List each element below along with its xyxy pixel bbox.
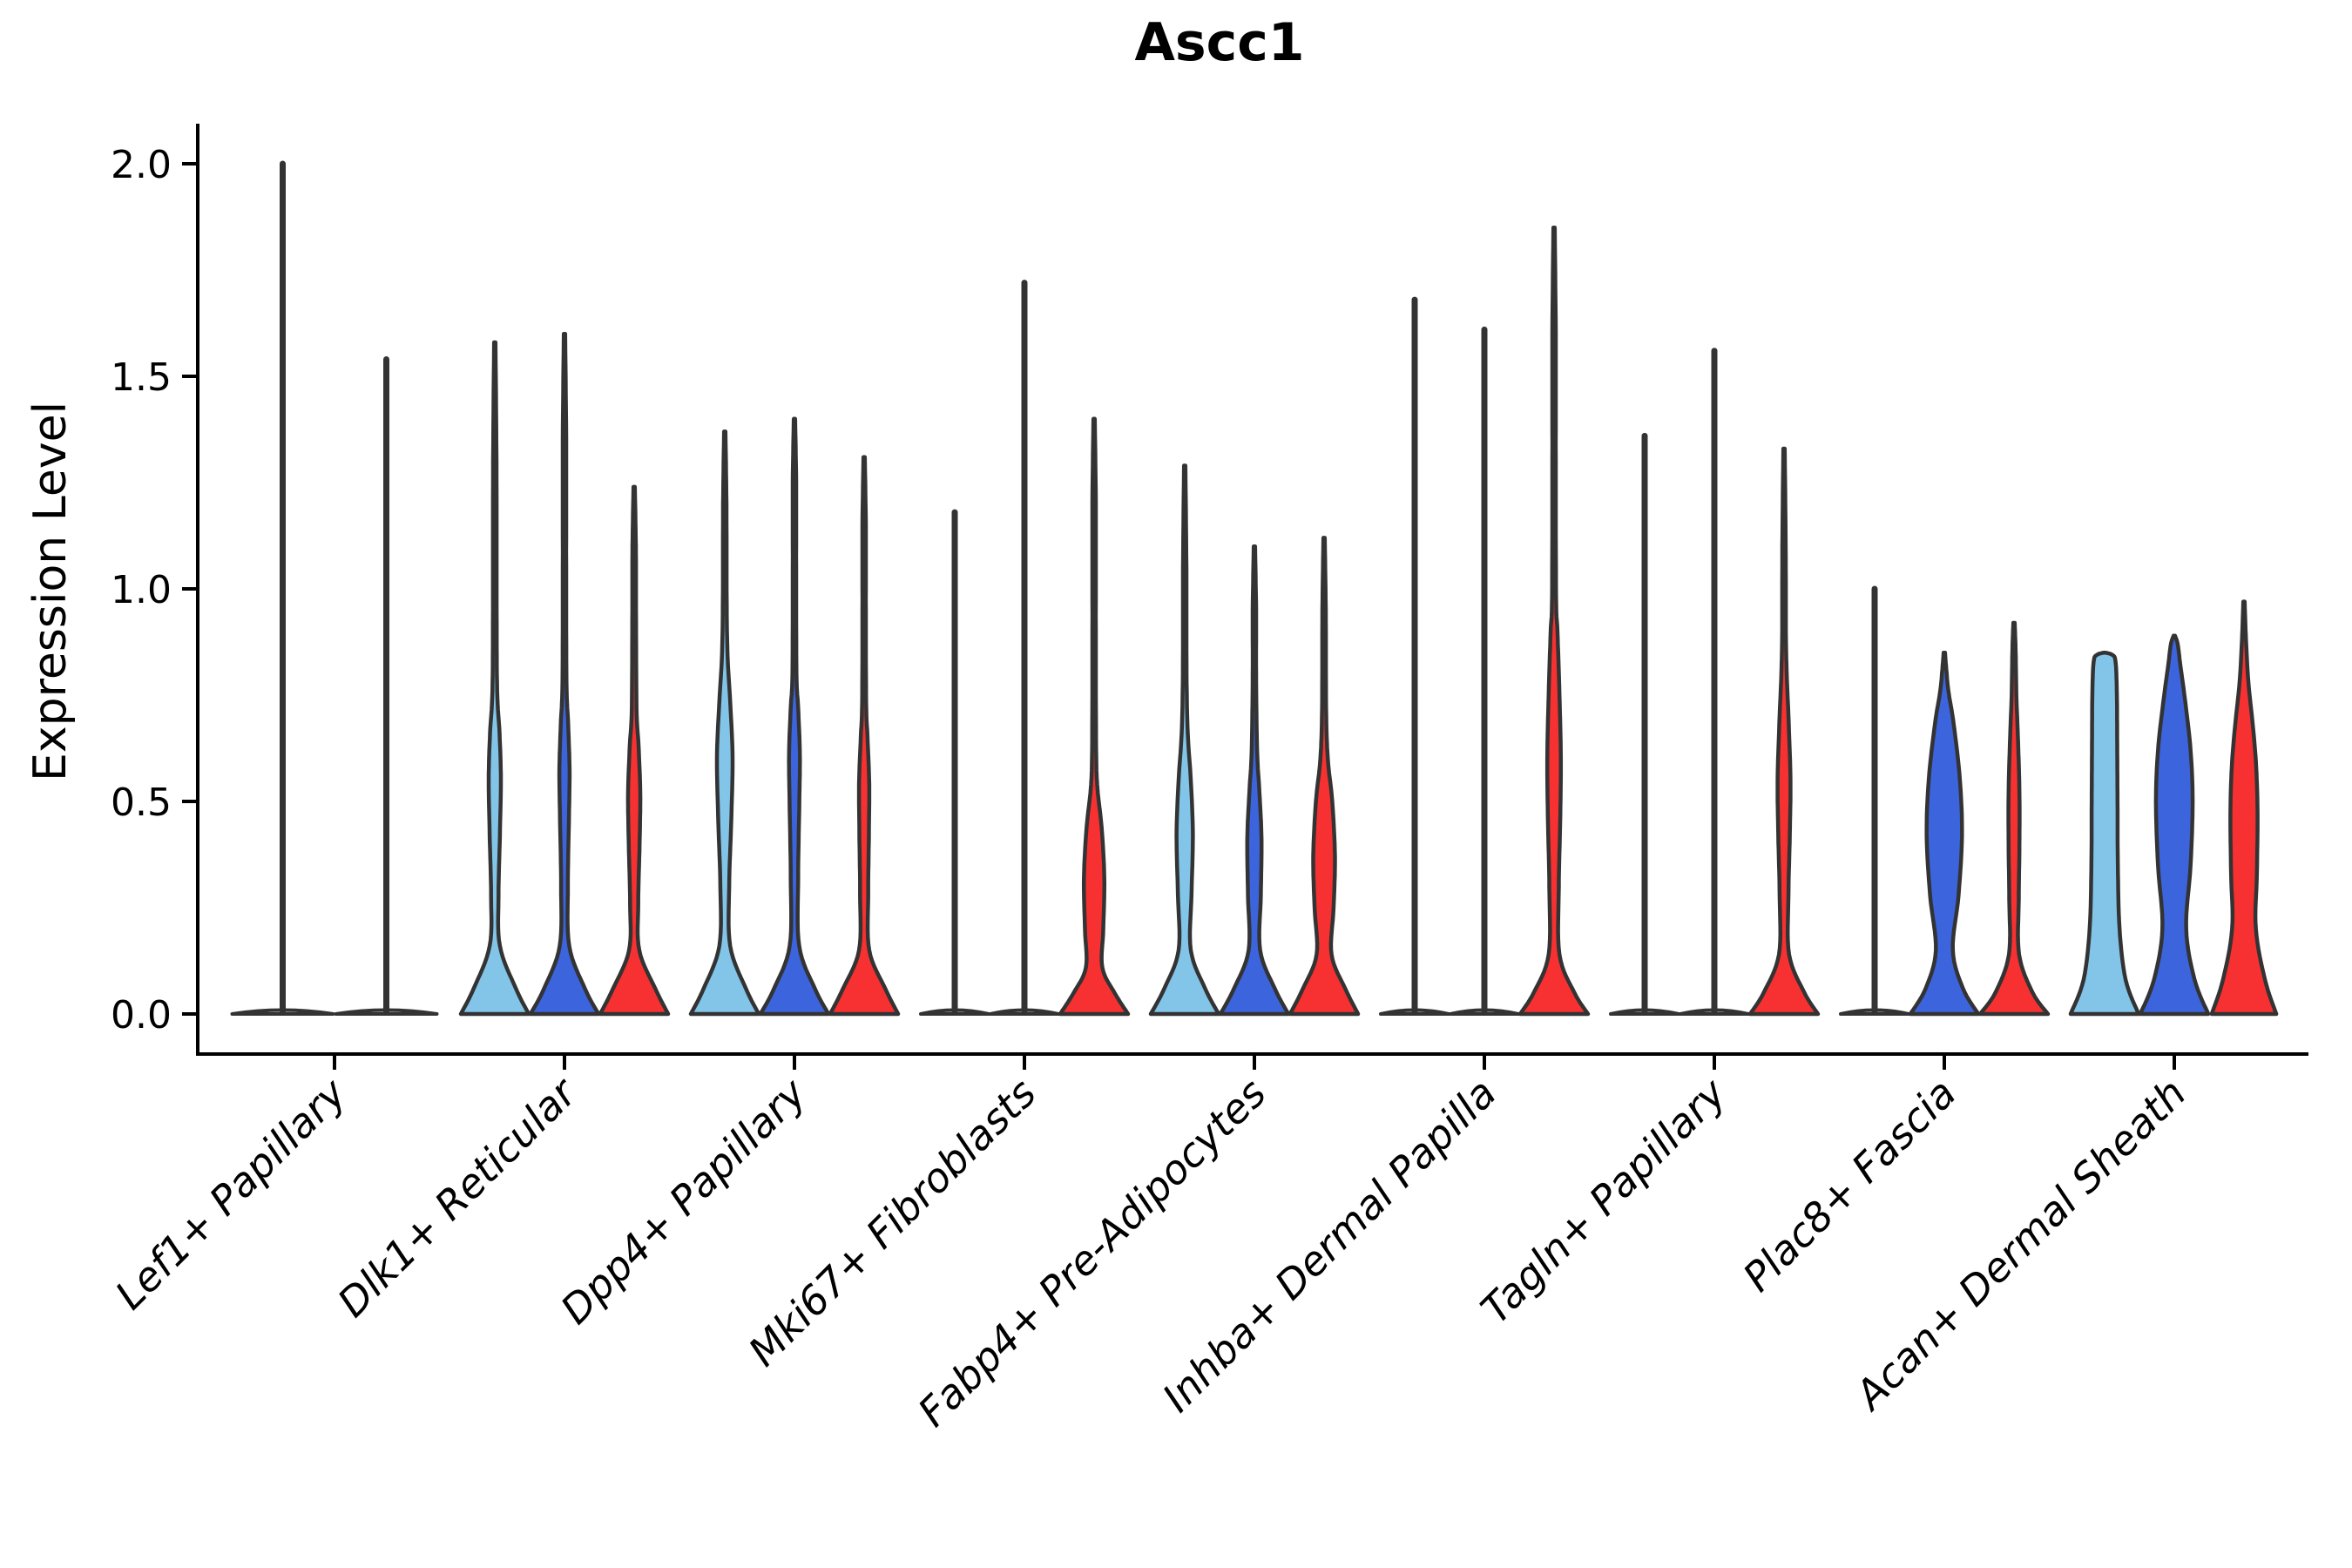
violin-red [1977,620,2051,1017]
x-tick-label: Dpp4+ Papillary [551,1069,815,1333]
x-tick-label: Plac8+ Fascia [1734,1070,1964,1301]
violin-red [1517,225,1591,1017]
y-tick-label: 1.0 [111,568,172,612]
y-tick-label: 2.0 [111,143,172,187]
y-axis-title: Expression Level [24,401,77,782]
x-tick-label: Dlk1+ Reticular [328,1067,587,1326]
violin-red [1747,446,1821,1017]
violin-royal_blue [2138,633,2211,1017]
violin-royal_blue [528,331,601,1017]
violin-royal_blue [1908,650,1981,1017]
x-tick-label: Tagln+ Papillary [1471,1069,1735,1333]
x-tick-label: Lef1+ Papillary [106,1069,355,1318]
chart-title: Ascc1 [1134,12,1305,73]
violin-flat-base-light_blue [1379,1008,1450,1016]
violin-red [598,484,671,1017]
violin-light_blue [688,429,761,1017]
violin-flat-base-royal_blue [334,1008,439,1016]
y-tick-label: 1.5 [111,355,172,400]
violin-red [828,455,901,1017]
y-tick-label: 0.5 [111,781,172,825]
violin-flat-base-light_blue [919,1008,990,1016]
violin-light_blue [2068,650,2141,1017]
violin-flat-base-light_blue [1609,1008,1680,1016]
violin-red [2209,599,2279,1017]
violin-red [1288,536,1361,1017]
violin-light_blue [1148,463,1221,1017]
violin-red [1058,416,1131,1017]
violin-flat-base-light_blue [230,1008,335,1016]
violin-light_blue [458,340,531,1017]
violin-royal_blue [1218,544,1291,1017]
violin-royal_blue [758,416,831,1017]
y-tick-label: 0.0 [111,993,172,1037]
